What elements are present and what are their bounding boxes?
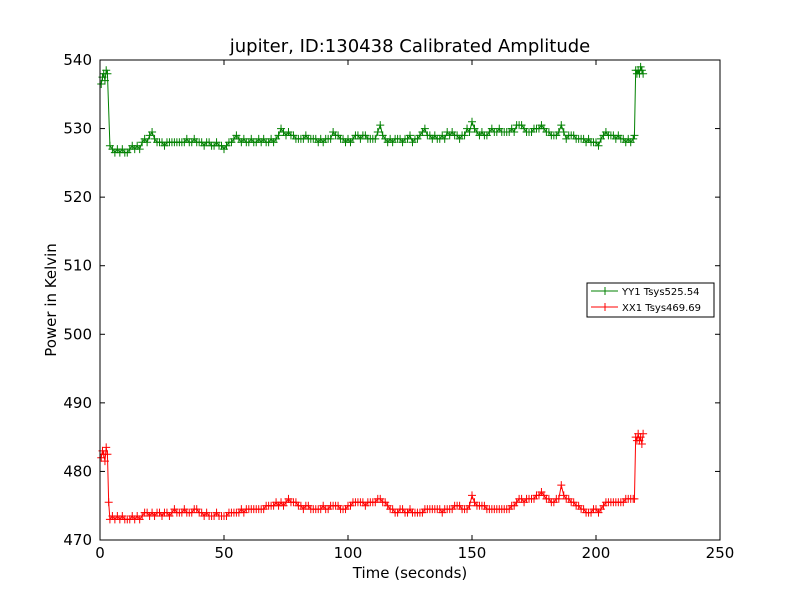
series-0-point-0 xyxy=(97,80,106,88)
x-axis-label: Time (seconds) xyxy=(352,564,468,582)
legend-marker-yy1 xyxy=(601,287,609,295)
plot-frame xyxy=(99,59,721,541)
series-1-point-189 xyxy=(557,481,566,490)
series-0-point-74 xyxy=(274,131,283,140)
series-0-point-149 xyxy=(460,131,469,140)
series-0-point-133 xyxy=(420,124,429,133)
legend-label-yy1: YY1 Tsys525.54 xyxy=(621,287,700,298)
ticks-layer: 0 50 100 150 200 250 470 480 490 500 510 520 530 540 xyxy=(63,51,734,562)
legend-box xyxy=(586,282,715,318)
series-0-point-218 xyxy=(630,131,639,140)
x-tick-label-2: 100 xyxy=(334,544,363,562)
series-1-point-6 xyxy=(104,498,113,507)
series-0-point-188 xyxy=(557,121,566,130)
series-1-point-219 xyxy=(630,494,639,503)
series-1-point-153 xyxy=(468,491,476,500)
series-0-point-169 xyxy=(510,128,519,136)
series-1-point-3 xyxy=(100,457,109,466)
series-0-point-115 xyxy=(376,121,385,130)
series-1-point-188 xyxy=(554,494,563,503)
series-0-point-114 xyxy=(373,128,382,136)
series-0-point-127 xyxy=(406,131,414,140)
series-0-point-141 xyxy=(440,134,449,143)
series-1-point-225 xyxy=(637,440,646,448)
legend-label-xx1: XX1 Tsys469.69 xyxy=(622,303,701,314)
series-0-point-21 xyxy=(143,138,152,147)
series-0-point-18 xyxy=(135,145,144,154)
series-0-point-223 xyxy=(636,62,645,71)
series-1-point-4 xyxy=(102,443,111,452)
x-tick-label-0: 0 xyxy=(95,544,105,562)
series-1-point-152 xyxy=(465,501,474,510)
series-0-point-151 xyxy=(465,128,474,136)
series-0-point-3 xyxy=(100,76,109,85)
series-0-point-189 xyxy=(559,128,568,136)
y-tick-label-7: 540 xyxy=(63,51,92,69)
series-0-point-224 xyxy=(637,66,646,75)
series-0-point-23 xyxy=(148,128,157,136)
series-0-point-5 xyxy=(103,69,112,78)
y-tick-label-6: 530 xyxy=(63,120,92,138)
y-tick-label-3: 500 xyxy=(63,325,92,343)
x-tick-label-3: 150 xyxy=(458,544,487,562)
legend-marker-xx1 xyxy=(601,303,609,311)
series-0-point-152 xyxy=(468,117,476,126)
series-1-point-5 xyxy=(103,450,112,459)
x-tick-label-5: 250 xyxy=(706,544,735,562)
y-tick-label-0: 470 xyxy=(63,531,92,549)
y-tick-label-1: 480 xyxy=(63,462,92,480)
series-0-point-113 xyxy=(371,134,380,143)
series-0-point-217 xyxy=(629,134,638,143)
series-0-point-225 xyxy=(639,69,648,78)
x-tick-label-4: 200 xyxy=(582,544,611,562)
y-tick-label-4: 510 xyxy=(63,257,92,275)
y-tick-label-2: 490 xyxy=(63,394,92,412)
chart-title: jupiter, ID:130438 Calibrated Amplitude xyxy=(229,36,590,57)
y-tick-label-5: 520 xyxy=(63,188,92,206)
series-0-point-203 xyxy=(594,141,603,150)
y-axis-label: Power in Kelvin xyxy=(42,243,60,357)
series-0-point-95 xyxy=(326,134,335,143)
series-0-point-4 xyxy=(102,66,111,75)
x-tick-label-1: 50 xyxy=(214,544,233,562)
legend: YY1 Tsys525.54 XX1 Tsys469.69 xyxy=(586,282,715,318)
series-1-point-226 xyxy=(639,429,648,438)
series-layer xyxy=(97,62,648,524)
